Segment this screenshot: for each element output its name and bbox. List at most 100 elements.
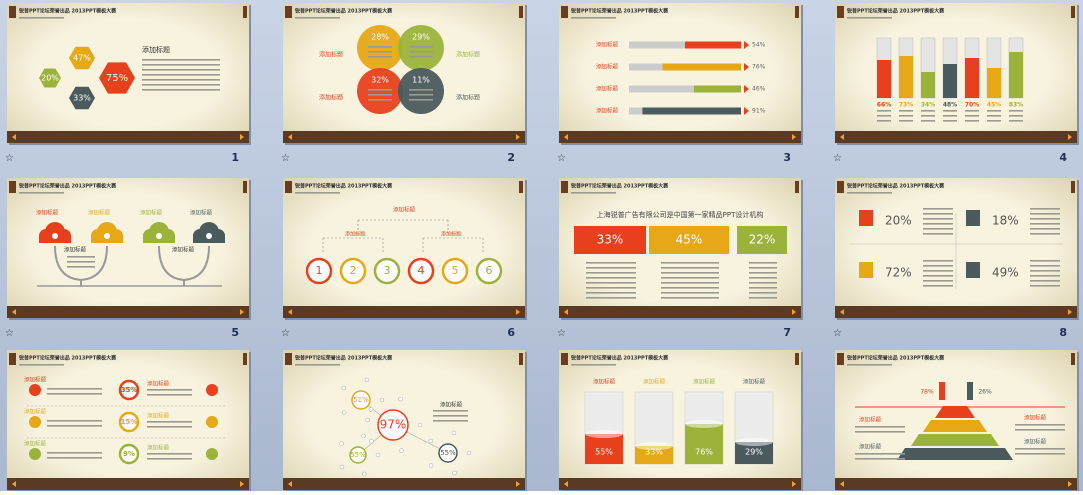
text-line: [433, 420, 468, 422]
dot: [29, 448, 41, 460]
pyramid: [935, 406, 975, 418]
arc: [54, 245, 210, 286]
slide-thumbnail[interactable]: 锐普PPT论坛荣誉出品 2013PPT模板大赛35%添加标题添加标题15%添加标…: [7, 350, 251, 492]
footer-arrow: [840, 134, 844, 140]
footer-arrow: [288, 481, 292, 487]
footer-arrow: [516, 481, 520, 487]
footer-arrow: [240, 309, 244, 315]
text-line: [1030, 218, 1060, 220]
star-icon: ☆: [5, 153, 14, 164]
text-line: [368, 99, 392, 101]
label: 锐普PPT论坛荣誉出品 2013PPT模板大赛: [571, 183, 669, 190]
text-line: [142, 89, 220, 91]
text-line: [19, 192, 64, 194]
text-line: [142, 79, 220, 81]
label: 11%: [412, 76, 430, 85]
footer-arrow: [1068, 309, 1072, 315]
label: 76%: [695, 448, 713, 457]
slide-thumbnail[interactable]: 锐普PPT论坛荣誉出品 2013PPT模板大赛 47% 20% 75% 33% 添加标题: [7, 3, 251, 145]
label: 添加标题: [859, 443, 882, 451]
arrow: [744, 41, 749, 49]
label: 55%: [440, 449, 456, 457]
header-mark: [795, 6, 799, 18]
ring: [118, 411, 140, 433]
footer-arrow: [288, 134, 292, 140]
label: 添加标题: [172, 246, 195, 254]
slide-thumbnail[interactable]: 锐普PPT论坛荣誉出品 2013PPT模板大赛 51% 55% 55% 97% 添加标题: [283, 350, 527, 492]
text-line: [142, 59, 220, 61]
text-line: [295, 17, 340, 19]
label: 添加标题: [743, 378, 766, 386]
label: 45%: [676, 233, 703, 247]
label: 4: [418, 264, 425, 277]
text-line: [67, 261, 95, 263]
label: 20%: [41, 74, 59, 83]
text-line: [147, 389, 192, 391]
slide-thumbnail[interactable]: 锐普PPT论坛荣誉出品 2013PPT模板大赛28% 29%32% 11%添加标题添…: [283, 3, 527, 145]
label: 锐普PPT论坛荣誉出品 2013PPT模板大赛: [847, 355, 945, 362]
person: [967, 382, 973, 400]
label: 33%: [73, 94, 91, 103]
node: [451, 430, 457, 436]
text-line: [1015, 448, 1065, 450]
node: [369, 438, 374, 444]
node: [364, 377, 370, 383]
node: [351, 390, 371, 410]
node: [339, 464, 345, 470]
label: 添加标题: [319, 94, 343, 102]
header-mark: [285, 6, 292, 18]
footer-arrow: [516, 134, 520, 140]
text-line: [368, 94, 392, 96]
label: 添加标题: [1024, 414, 1047, 422]
footer-bar: [283, 131, 525, 143]
star-icon: ☆: [281, 153, 290, 164]
text-line: [749, 297, 777, 299]
text-line: [571, 192, 616, 194]
text-line: [142, 84, 220, 86]
cylinder-fill: [1009, 52, 1023, 98]
footer-arrow: [564, 481, 568, 487]
footer-bar: [283, 478, 525, 490]
label: 18%: [992, 214, 1019, 228]
star-icon: ☆: [5, 328, 14, 339]
text-line: [368, 46, 392, 48]
ring: [118, 379, 140, 401]
text-line: [923, 223, 953, 225]
label: 添加标题: [319, 51, 343, 59]
bar: [662, 63, 741, 71]
label: 锐普PPT论坛荣誉出品 2013PPT模板大赛: [295, 183, 393, 190]
label: 添加标题: [142, 45, 170, 54]
text-line: [855, 431, 905, 433]
text-line: [1030, 223, 1060, 225]
slide-thumbnail[interactable]: 锐普PPT论坛荣誉出品 2013PPT模板大赛上海锐普广告有限公司是中国第一家精…: [559, 178, 803, 320]
tree: [322, 219, 484, 253]
slide-thumbnail[interactable]: 锐普PPT论坛荣誉出品 2013PPT模板大赛 66% 73% 34% 48% 70% 45…: [835, 3, 1079, 145]
text-line: [586, 292, 636, 294]
slide-thumbnail[interactable]: 锐普PPT论坛荣誉出品 2013PPT模板大赛 20% 18% 72% 49%: [835, 178, 1079, 320]
text-line: [1030, 280, 1060, 282]
label: 添加标题: [88, 209, 111, 217]
text-line: [147, 426, 192, 428]
text-line: [923, 280, 953, 282]
label: 添加标题: [596, 107, 619, 115]
node: [428, 463, 434, 468]
footer-arrow: [792, 309, 796, 315]
slide-number: 3: [783, 151, 791, 164]
circle: [398, 25, 444, 71]
box: [574, 226, 646, 254]
text-line: [877, 120, 891, 122]
icon: [206, 233, 212, 239]
label: 上海锐普广告有限公司是中国第一家精品PPT设计机构: [597, 210, 764, 219]
header-mark: [561, 181, 568, 193]
icon: [156, 233, 162, 239]
footer-bar: [559, 478, 801, 490]
text-line: [923, 208, 953, 210]
text-line: [987, 120, 1001, 122]
label: 锐普PPT论坛荣誉出品 2013PPT模板大赛: [19, 8, 117, 15]
node: [428, 438, 434, 444]
